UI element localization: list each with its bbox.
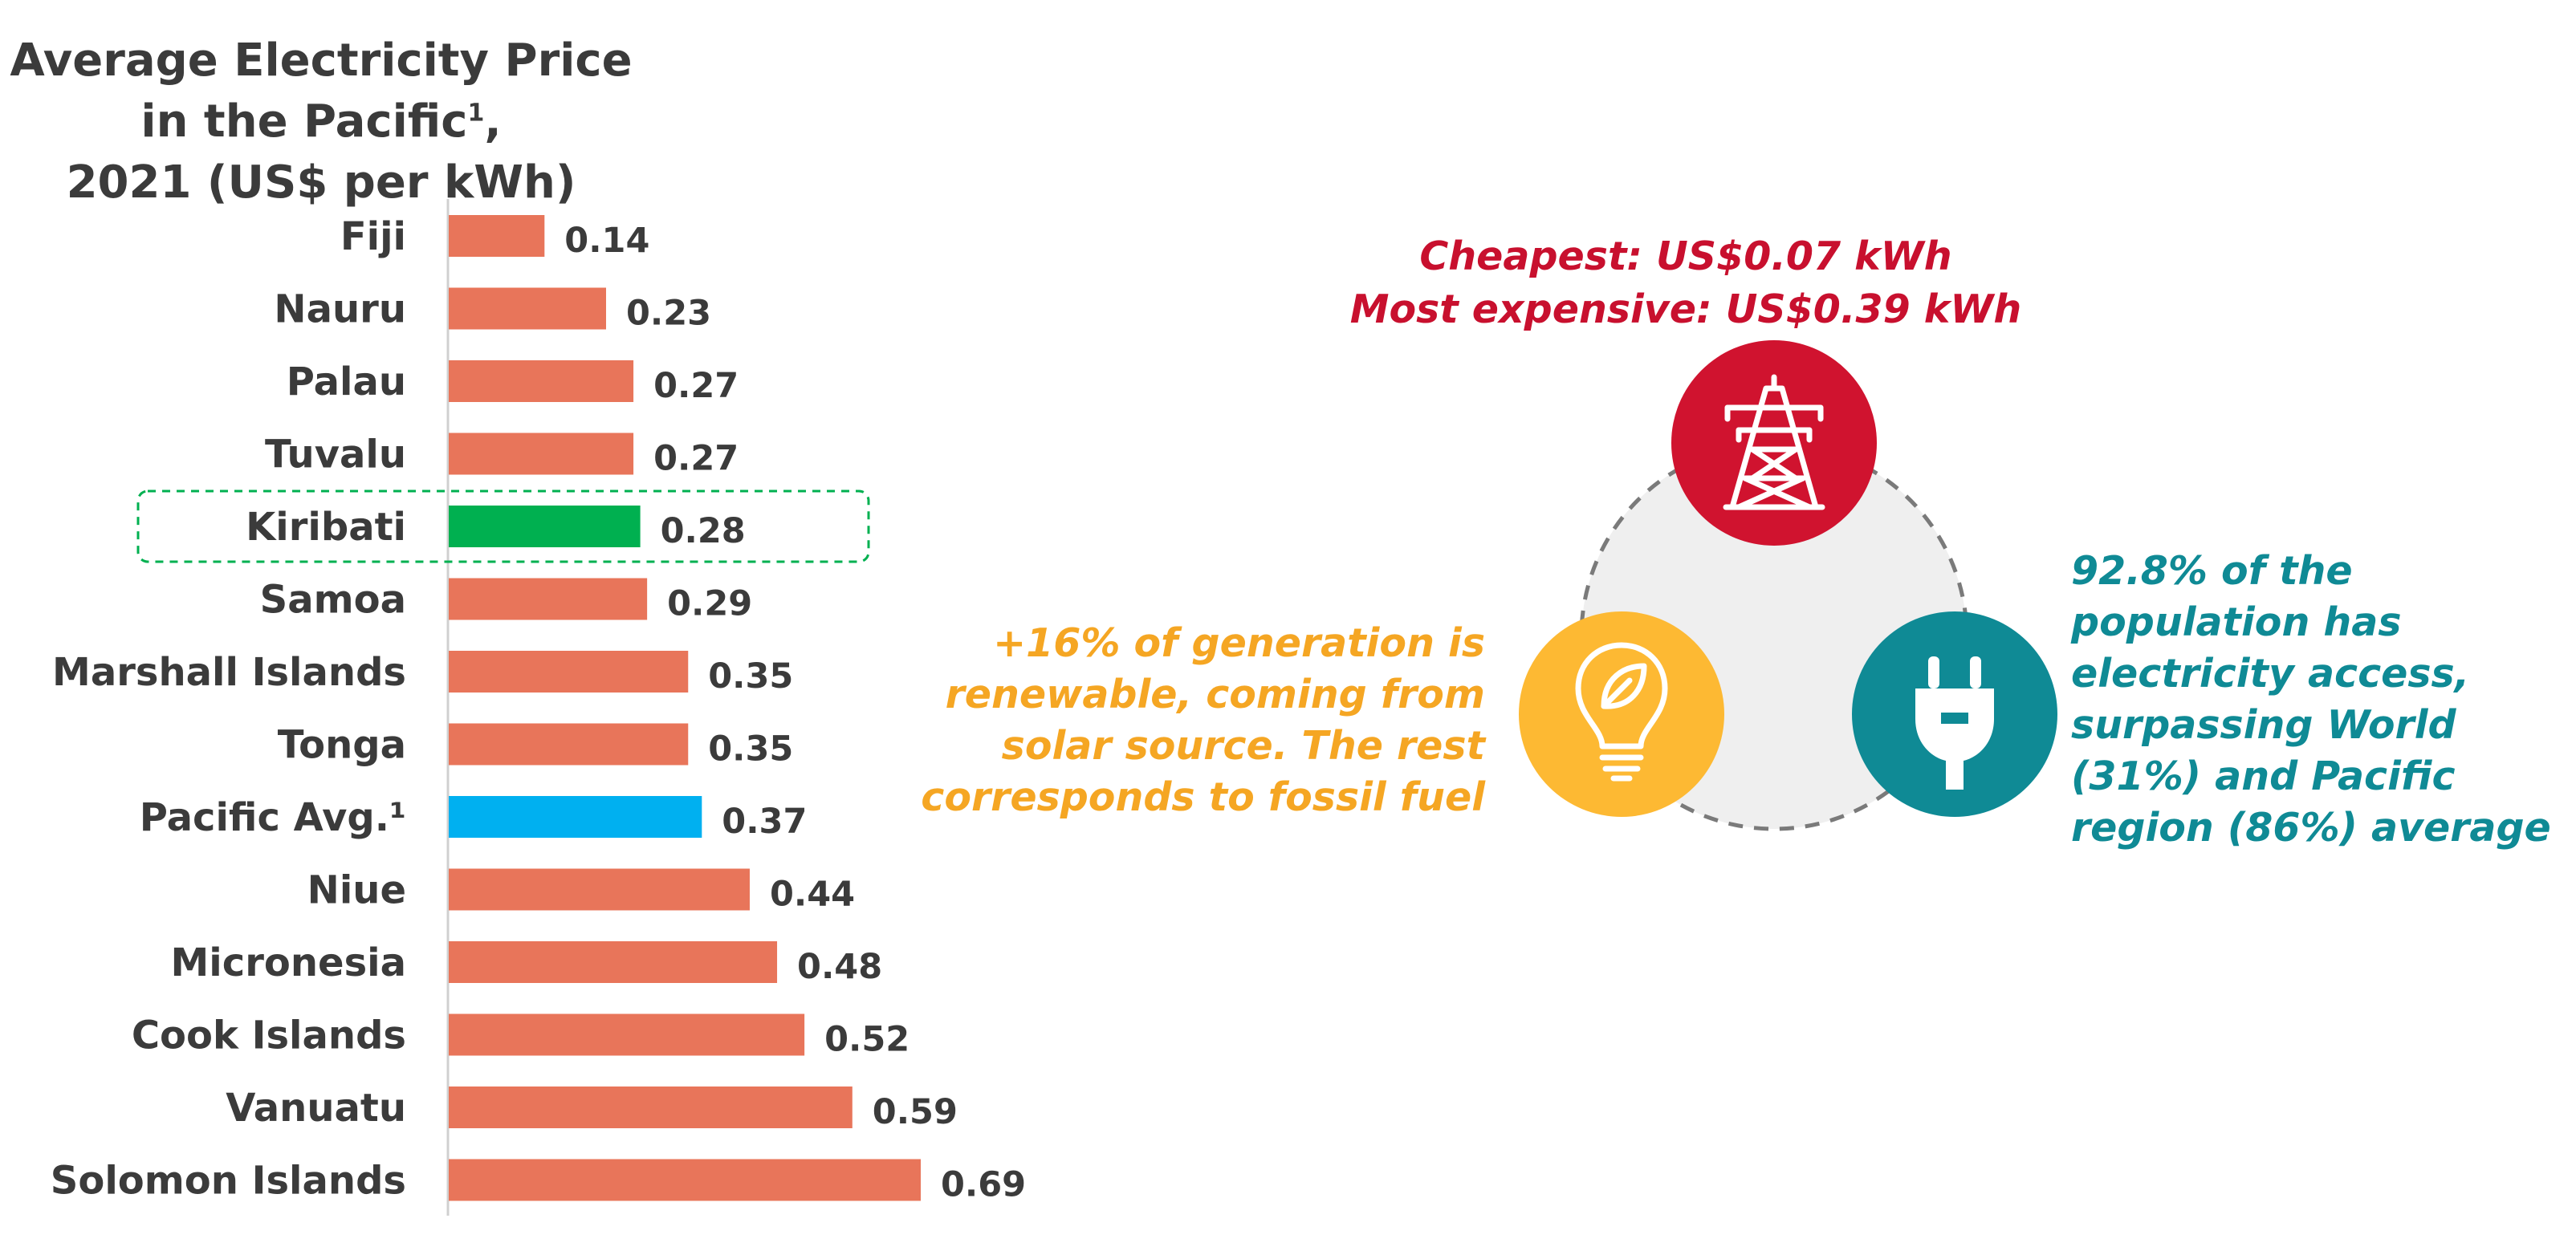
renewable-line: +16% of generation is [993,620,1485,666]
bar [449,1159,921,1201]
category-label: Tuvalu [265,433,406,477]
value-label: 0.37 [722,802,807,842]
bar [449,1013,805,1056]
chart-title-line2: 2021 (US$ per kWh) [66,156,576,209]
value-label: 0.27 [653,366,739,406]
cheapest-price-text: Cheapest: US$0.07 kWh [1419,234,1952,279]
bar [449,651,689,693]
bar [449,723,689,766]
value-label: 0.27 [653,439,739,479]
bar [449,287,606,330]
category-label: Pacific Avg.¹ [140,795,406,840]
highlight-box [136,489,870,563]
category-label: Marshall Islands [52,650,406,695]
bar [449,433,634,475]
renewable-generation-callout: +16% of generation is renewable, coming … [843,618,1485,823]
value-label: 0.35 [708,729,793,770]
power-plug-icon [1852,611,2057,817]
value-label: 0.35 [708,656,793,697]
bar [449,360,634,402]
most-expensive-price-text: Most expensive: US$0.39 kWh [1349,286,2022,332]
category-label: Micronesia [171,940,406,985]
bar [449,1087,853,1128]
category-label: Samoa [260,578,406,623]
access-line: region (86%) average [2071,805,2551,851]
renewable-line: renewable, coming from [945,672,1485,717]
value-label: 0.23 [626,294,711,334]
category-label: Cook Islands [132,1013,406,1058]
access-line: 92.8% of the [2071,548,2353,594]
lightbulb-leaf-icon [1519,611,1724,817]
category-label: Nauru [274,287,406,332]
category-label: Tonga [278,723,406,768]
access-line: population has [2071,599,2402,645]
access-line: electricity access, [2071,651,2470,697]
category-label: Solomon Islands [51,1159,406,1204]
bar [449,796,702,838]
value-label: 0.48 [797,947,882,987]
transmission-tower-icon [1671,340,1877,546]
category-label: Niue [307,868,406,913]
value-label: 0.14 [564,221,649,261]
value-label: 0.29 [667,584,752,624]
category-label: Palau [287,359,406,404]
bar [449,215,545,257]
chart-title-line1: Average Electricity Price in the Pacific… [10,35,633,148]
category-label: Fiji [340,214,406,259]
access-line: surpassing World [2071,702,2456,748]
electricity-access-callout: 92.8% of the population has electricity … [2071,546,2569,854]
bar [449,868,750,911]
value-label: 0.59 [873,1092,958,1132]
category-label: Vanuatu [226,1086,406,1131]
renewable-line: solar source. The rest [1001,723,1485,769]
bar-chart: Fiji 0.14 Nauru 0.23 Palau 0.27 Tuvalu 0.27 Kiri… [51,199,1026,1216]
category-label: Kiribati [246,505,406,550]
value-label: 0.28 [661,511,746,551]
bar [449,578,648,620]
chart-title: Average Electricity Price in the Pacific… [0,30,642,213]
renewable-line: corresponds to fossil fuel [921,774,1485,820]
bar [449,941,778,983]
price-range-callout: Cheapest: US$0.07 kWh Most expensive: US… [1316,230,2055,336]
access-line: (31%) and Pacific [2071,753,2456,799]
bar [449,506,641,547]
value-label: 0.52 [824,1020,910,1060]
value-label: 0.44 [770,875,855,915]
value-label: 0.69 [941,1165,1026,1205]
